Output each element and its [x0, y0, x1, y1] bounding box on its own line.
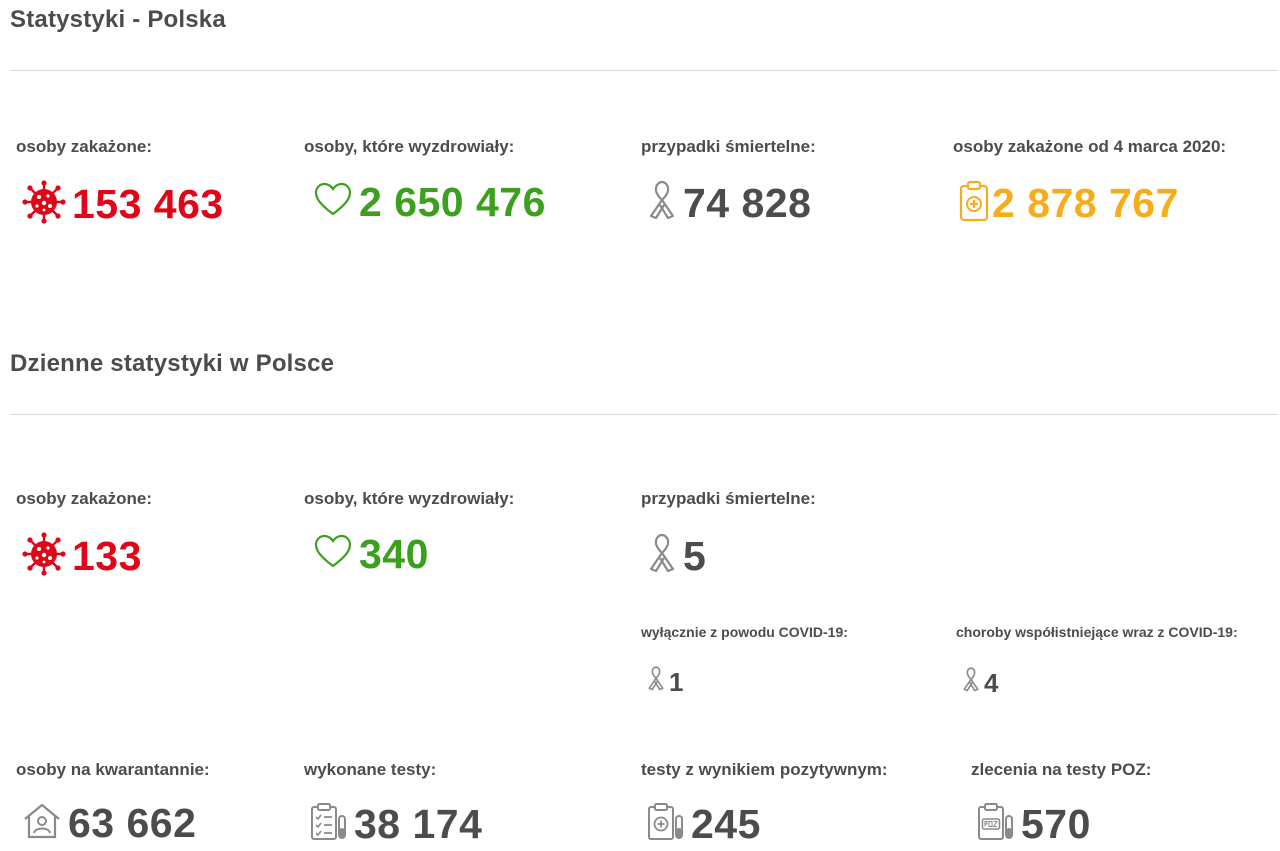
comorbid-label: choroby współistniejące wraz z COVID-19: [956, 624, 1238, 640]
comorbid-value: 4 [984, 667, 999, 698]
covid-only-value: 1 [669, 666, 684, 697]
section-title-total: Statystyki - Polska [10, 6, 226, 33]
positive-stat: 245 [647, 802, 761, 847]
total-recovered-label: osoby, które wyzdrowiały: [304, 137, 515, 156]
total-recovered-value: 2 650 476 [359, 179, 546, 225]
test-list-icon [310, 802, 348, 847]
heart-icon [313, 532, 353, 577]
poz-value: 570 [1021, 801, 1091, 847]
clipboard-plus-icon [959, 180, 989, 227]
quarantine-value: 63 662 [68, 800, 197, 846]
total-infected-value: 153 463 [72, 181, 224, 227]
total-since-label: osoby zakażone od 4 marca 2020: [953, 137, 1227, 156]
positive-label: testy z wynikiem pozytywnym: [641, 760, 888, 779]
total-since-value: 2 878 767 [992, 180, 1179, 226]
ribbon-icon [647, 533, 677, 580]
tests-stat: 38 174 [310, 802, 482, 847]
test-positive-icon [647, 802, 685, 847]
total-deaths-stat: 74 828 [647, 180, 811, 227]
total-since-stat: 2 878 767 [959, 180, 1179, 227]
total-recovered-stat: 2 650 476 [313, 180, 546, 225]
virus-icon [22, 180, 66, 229]
daily-recovered-stat: 340 [313, 532, 429, 577]
tests-label: wykonane testy: [304, 760, 437, 779]
tests-value: 38 174 [354, 801, 483, 847]
heart-icon [313, 180, 353, 225]
quarantine-stat: 63 662 [22, 802, 196, 845]
daily-deaths-stat: 5 [647, 533, 706, 580]
daily-recovered-value: 340 [359, 531, 429, 577]
daily-infected-stat: 133 [22, 532, 142, 581]
daily-infected-value: 133 [72, 533, 142, 579]
ribbon-icon [646, 666, 666, 697]
total-infected-label: osoby zakażone: [16, 137, 153, 156]
divider [10, 70, 1278, 71]
total-deaths-label: przypadki śmiertelne: [641, 137, 816, 156]
covid-only-label: wyłącznie z powodu COVID-19: [641, 624, 848, 640]
test-poz-icon [977, 802, 1015, 847]
quarantine-label: osoby na kwarantannie: [16, 760, 210, 779]
comorbid-stat: 4 [961, 667, 999, 698]
covid-only-stat: 1 [646, 666, 684, 697]
daily-infected-label: osoby zakażone: [16, 489, 153, 508]
ribbon-icon [961, 667, 981, 698]
virus-icon [22, 532, 66, 581]
total-deaths-value: 74 828 [683, 180, 812, 226]
section-title-daily: Dzienne statystyki w Polsce [10, 350, 335, 377]
poz-label: zlecenia na testy POZ: [971, 760, 1152, 779]
poz-stat: 570 [977, 802, 1091, 847]
house-person-icon [22, 802, 62, 845]
ribbon-icon [647, 180, 677, 227]
total-infected-stat: 153 463 [22, 180, 224, 229]
daily-deaths-label: przypadki śmiertelne: [641, 489, 816, 508]
daily-deaths-value: 5 [683, 533, 707, 579]
daily-recovered-label: osoby, które wyzdrowiały: [304, 489, 515, 508]
positive-value: 245 [691, 801, 761, 847]
divider [10, 414, 1278, 415]
